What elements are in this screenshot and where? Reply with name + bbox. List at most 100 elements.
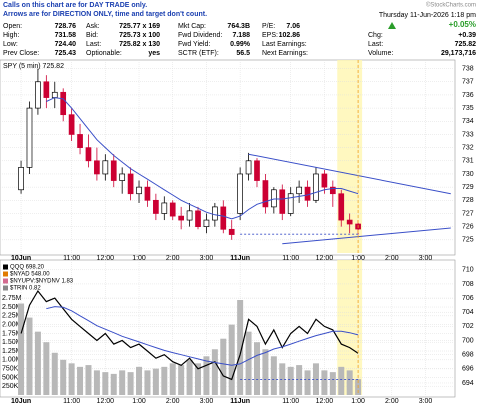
- candle-body: [136, 186, 142, 195]
- candle-body: [346, 219, 353, 225]
- volume-bar: [119, 370, 126, 395]
- x-tick-label: 1:00: [132, 255, 146, 262]
- y-tick-label: 700: [462, 337, 474, 344]
- legend-label: $NYUPV:$NYDNV 1.83: [10, 279, 74, 285]
- quote-label: Prev Close:: [3, 50, 39, 57]
- x-tick-label: 3:00: [419, 255, 433, 262]
- candle-body: [304, 186, 311, 201]
- y-tick-label: 727: [462, 210, 474, 217]
- quote-value: 731.58: [55, 32, 77, 39]
- candle-body: [153, 199, 159, 214]
- candle-body: [220, 206, 227, 230]
- moving-average: [46, 306, 359, 366]
- stat-label: Volume:: [368, 50, 393, 57]
- candle-body: [119, 173, 126, 181]
- top-panel-frame: [0, 59, 456, 256]
- quote-label: Open:: [3, 23, 22, 30]
- y-tick-label: 728: [462, 197, 474, 204]
- volume-bar: [43, 342, 50, 395]
- candle-body: [237, 173, 243, 214]
- quote-label: Last:: [86, 41, 101, 48]
- candle-body: [195, 210, 201, 228]
- volume-bar: [312, 363, 319, 395]
- x-tick-label: 3:00: [419, 398, 433, 405]
- candle-body: [26, 107, 33, 168]
- y-tick-label: 736: [462, 92, 474, 99]
- y-tick-label: 2.50M: [2, 304, 22, 311]
- stat-value: 29,173,716: [441, 50, 476, 57]
- x-tick-label: 11:00: [282, 255, 299, 262]
- y-tick-label: 730: [462, 171, 474, 178]
- volume-bar: [253, 342, 260, 395]
- volume-bar: [152, 368, 159, 395]
- quote-value: 102.86: [279, 32, 301, 39]
- quote-value: 0.99%: [230, 41, 251, 48]
- volume-bar: [18, 303, 25, 395]
- x-tick-label: 2:00: [385, 255, 399, 262]
- legend-label: $NYAD 548.00: [10, 272, 50, 278]
- y-tick-label: 710: [462, 267, 474, 274]
- volume-bar: [321, 370, 328, 395]
- volume-bar: [338, 366, 345, 395]
- candle-body: [85, 147, 92, 162]
- stat-label: Chg:: [368, 32, 383, 39]
- candle-body: [161, 202, 168, 214]
- candle-body: [60, 91, 67, 116]
- quote-label: Next Earnings:: [262, 50, 308, 57]
- volume-bar: [220, 338, 227, 395]
- candle-body: [212, 206, 218, 221]
- volume-bar: [237, 300, 244, 395]
- quote-value: 725.77 x 169: [119, 23, 160, 30]
- legend-swatch: [3, 278, 8, 284]
- quote-value: 725.43: [55, 50, 77, 57]
- notice-box: [0, 0, 200, 20]
- y-tick-label: 734: [462, 118, 474, 125]
- volume-bar: [287, 366, 294, 395]
- change-pct: +0.05%: [449, 20, 476, 29]
- stat-value: 725.82: [455, 41, 477, 48]
- y-tick-label: 708: [462, 281, 474, 288]
- quote-value: 724.40: [55, 41, 77, 48]
- candle-body: [169, 202, 176, 217]
- volume-bar: [60, 359, 67, 395]
- quote-label: Optionable:: [86, 50, 122, 57]
- x-tick-label: 11:00: [63, 398, 80, 405]
- quote-value: 7.188: [232, 32, 250, 39]
- volume-bar: [26, 317, 33, 395]
- volume-bar: [296, 365, 303, 395]
- moving-average: [46, 97, 359, 220]
- volume-bar: [136, 366, 143, 395]
- legend-swatch: [3, 264, 8, 270]
- volume-bar: [279, 363, 286, 395]
- y-tick-label: 738: [462, 65, 474, 72]
- volume-bar: [161, 366, 168, 395]
- y-tick-label: 704: [462, 309, 474, 316]
- legend-label: QQQ 698.20: [10, 265, 45, 271]
- volume-bar: [203, 356, 210, 395]
- candle-body: [43, 81, 50, 98]
- quote-label: Low:: [3, 41, 18, 48]
- quote-label: P/E:: [262, 23, 275, 30]
- x-tick-label: 12:00: [316, 255, 334, 262]
- quote-label: Last Earnings:: [262, 41, 307, 48]
- x-tick-label: 2:00: [385, 398, 399, 405]
- y-tick-label: 500K: [2, 374, 19, 381]
- volume-bar: [211, 349, 218, 395]
- y-tick-label: 702: [462, 323, 474, 330]
- y-tick-label: 250K: [2, 383, 19, 390]
- legend-swatch: [3, 285, 8, 291]
- volume-bar: [228, 324, 235, 395]
- notice-line: Calls on this chart are for DAY TRADE on…: [3, 2, 147, 9]
- candle-body: [110, 160, 117, 181]
- x-tick-label: 11Jun: [230, 255, 250, 262]
- x-tick-label: 10Jun: [11, 398, 31, 405]
- qqq-line: [20, 289, 359, 381]
- quote-value: 725.73 x 100: [119, 32, 160, 39]
- candle-body: [127, 173, 134, 195]
- volume-bar: [51, 352, 58, 395]
- quote-value: yes: [148, 50, 160, 57]
- y-tick-label: 696: [462, 366, 474, 373]
- quote-label: Bid:: [86, 32, 98, 39]
- volume-bar: [110, 373, 117, 395]
